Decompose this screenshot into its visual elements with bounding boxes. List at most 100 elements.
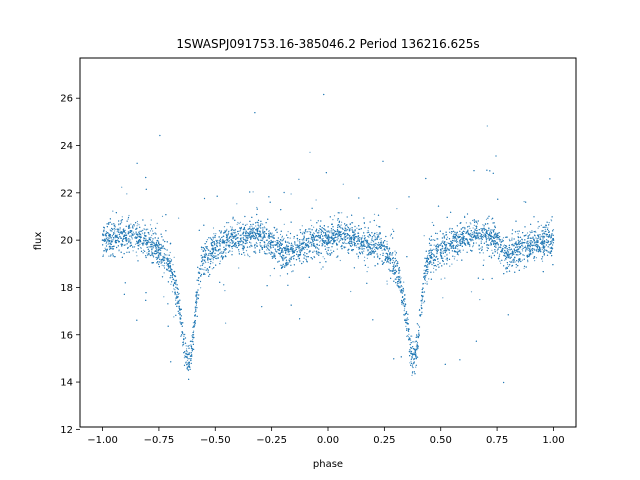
scatter-point bbox=[509, 261, 511, 263]
scatter-point bbox=[215, 233, 217, 235]
scatter-point bbox=[169, 267, 171, 270]
scatter-point bbox=[435, 256, 437, 259]
scatter-point bbox=[491, 218, 493, 220]
scatter-point bbox=[417, 324, 420, 326]
scatter-point bbox=[496, 250, 498, 252]
scatter-point bbox=[205, 261, 207, 264]
scatter-point bbox=[244, 239, 246, 241]
scatter-point bbox=[433, 267, 435, 269]
scatter-point bbox=[225, 252, 227, 254]
scatter-point bbox=[246, 231, 248, 234]
scatter-point bbox=[358, 243, 360, 245]
scatter-point bbox=[380, 240, 382, 242]
scatter-point bbox=[135, 236, 137, 238]
scatter-point bbox=[531, 253, 533, 255]
scatter-point bbox=[409, 338, 411, 340]
scatter-point bbox=[372, 250, 374, 252]
scatter-point bbox=[163, 253, 165, 255]
scatter-point bbox=[175, 299, 177, 301]
scatter-point bbox=[172, 264, 174, 266]
scatter-point bbox=[244, 254, 246, 256]
scatter-point bbox=[261, 236, 263, 238]
scatter-point bbox=[392, 272, 394, 274]
scatter-point bbox=[525, 246, 527, 248]
scatter-point bbox=[496, 233, 498, 235]
scatter-point bbox=[516, 246, 518, 248]
scatter-point bbox=[150, 237, 152, 239]
scatter-point bbox=[317, 236, 319, 238]
scatter-point bbox=[379, 246, 381, 248]
scatter-point bbox=[517, 247, 519, 249]
scatter-point bbox=[435, 265, 438, 267]
scatter-point bbox=[353, 233, 355, 235]
scatter-point bbox=[106, 240, 109, 242]
scatter-point bbox=[396, 208, 398, 210]
scatter-point bbox=[426, 281, 428, 283]
scatter-point bbox=[410, 335, 412, 337]
scatter-point bbox=[425, 262, 427, 264]
scatter-point bbox=[225, 244, 227, 246]
scatter-point bbox=[482, 236, 484, 239]
scatter-point bbox=[332, 219, 334, 221]
scatter-point bbox=[239, 229, 241, 231]
scatter-point bbox=[449, 265, 451, 267]
scatter-point bbox=[134, 243, 137, 245]
scatter-point bbox=[277, 244, 279, 246]
scatter-point bbox=[410, 339, 412, 341]
scatter-point bbox=[140, 247, 142, 249]
scatter-point bbox=[297, 240, 299, 242]
scatter-point bbox=[412, 371, 414, 373]
scatter-point bbox=[410, 360, 412, 362]
scatter-point bbox=[372, 240, 374, 242]
scatter-point bbox=[322, 244, 324, 246]
scatter-point bbox=[328, 252, 330, 255]
scatter-point bbox=[308, 231, 310, 233]
scatter-point bbox=[252, 191, 254, 193]
scatter-point bbox=[517, 233, 519, 235]
scatter-point bbox=[275, 242, 277, 244]
scatter-point bbox=[236, 240, 239, 242]
scatter-point bbox=[151, 251, 153, 253]
scatter-point bbox=[203, 262, 205, 264]
scatter-point bbox=[446, 236, 449, 238]
scatter-point bbox=[371, 237, 373, 240]
scatter-point bbox=[343, 237, 345, 239]
scatter-point bbox=[262, 229, 264, 231]
scatter-point bbox=[229, 226, 232, 228]
scatter-point bbox=[320, 240, 322, 242]
scatter-point bbox=[279, 255, 281, 257]
scatter-point bbox=[283, 223, 285, 225]
scatter-point bbox=[534, 260, 536, 262]
scatter-point bbox=[363, 231, 365, 234]
scatter-point bbox=[456, 259, 458, 261]
scatter-point bbox=[362, 235, 364, 237]
scatter-point bbox=[165, 257, 167, 260]
scatter-point bbox=[157, 251, 159, 254]
scatter-point bbox=[331, 230, 333, 232]
scatter-point bbox=[196, 297, 198, 299]
scatter-point bbox=[330, 235, 333, 237]
scatter-point bbox=[330, 230, 332, 232]
scatter-point bbox=[356, 246, 358, 248]
data-points bbox=[101, 93, 555, 384]
scatter-point bbox=[341, 231, 343, 233]
scatter-point bbox=[201, 248, 203, 250]
scatter-point bbox=[262, 223, 264, 225]
scatter-point bbox=[256, 243, 258, 245]
scatter-point bbox=[192, 338, 194, 340]
scatter-point bbox=[182, 345, 184, 347]
scatter-point bbox=[264, 232, 266, 234]
scatter-point bbox=[173, 316, 175, 318]
scatter-point bbox=[423, 269, 425, 271]
scatter-point bbox=[291, 247, 293, 249]
scatter-point bbox=[212, 238, 214, 240]
scatter-point bbox=[458, 241, 460, 243]
scatter-point bbox=[489, 244, 491, 246]
scatter-point bbox=[511, 259, 514, 261]
scatter-point bbox=[473, 242, 475, 244]
scatter-point bbox=[204, 246, 206, 248]
scatter-point bbox=[188, 352, 190, 354]
scatter-point bbox=[314, 236, 316, 239]
scatter-point bbox=[323, 258, 326, 260]
scatter-point bbox=[454, 235, 456, 237]
